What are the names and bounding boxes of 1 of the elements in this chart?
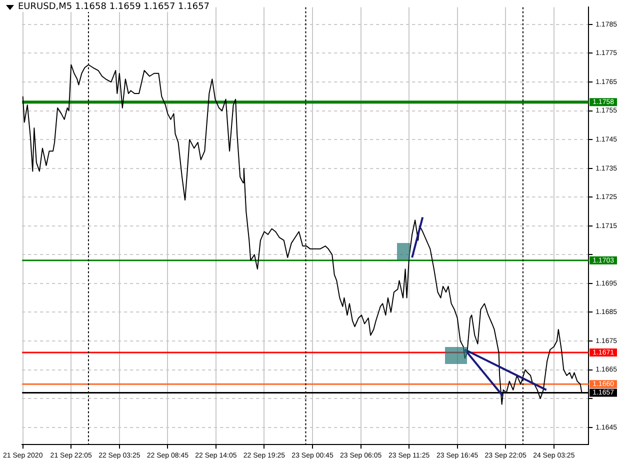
chart-title: EURUSD,M5 1.1658 1.1659 1.1657 1.1657 xyxy=(18,2,210,12)
